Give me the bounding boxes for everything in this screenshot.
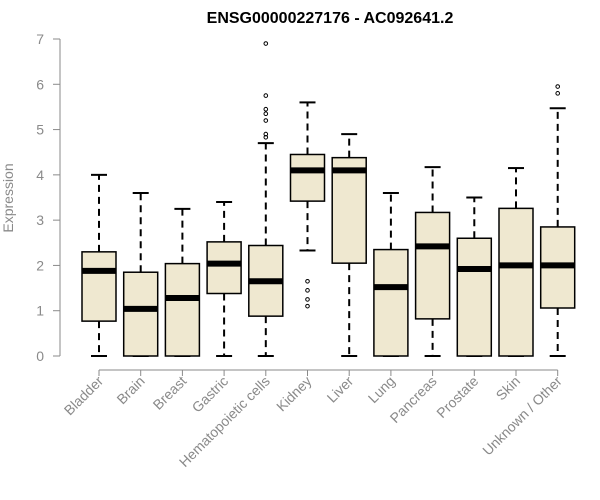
box-brain bbox=[122, 191, 159, 357]
box-lung bbox=[373, 191, 409, 357]
y-axis: 0 1 2 3 4 5 6 7 bbox=[36, 31, 61, 364]
box-prostate bbox=[456, 196, 493, 357]
box-skin bbox=[498, 167, 534, 357]
box-iqr bbox=[414, 211, 451, 320]
x-tick-label: Bladder bbox=[61, 373, 107, 419]
y-axis-label: Expression bbox=[0, 163, 16, 232]
chart-title: ENSG00000227176 - AC092641.2 bbox=[207, 10, 454, 27]
y-tick-label: 1 bbox=[36, 303, 44, 319]
outlier-point bbox=[263, 106, 269, 112]
box-kidney bbox=[289, 101, 326, 309]
x-tick-label: Brain bbox=[113, 373, 147, 407]
box-gastric bbox=[206, 201, 242, 357]
y-tick-label: 5 bbox=[36, 122, 44, 138]
x-tick-label: Skin bbox=[493, 373, 524, 404]
y-tick-label: 6 bbox=[36, 76, 44, 92]
outlier-point bbox=[305, 303, 310, 309]
box-iqr bbox=[164, 262, 201, 357]
box-breast bbox=[164, 207, 201, 357]
outlier-point bbox=[555, 84, 561, 89]
box-iqr bbox=[331, 156, 367, 264]
y-tick-label: 3 bbox=[36, 212, 44, 228]
y-tick-label: 2 bbox=[36, 257, 44, 273]
y-tick-label: 0 bbox=[36, 348, 44, 364]
box-iqr bbox=[289, 153, 326, 202]
box-bladder bbox=[81, 173, 117, 357]
outlier-point bbox=[263, 131, 269, 137]
box-iqr bbox=[122, 271, 159, 357]
box-iqr bbox=[456, 237, 493, 357]
box-hematopoietic-cells bbox=[248, 41, 284, 357]
outlier-point bbox=[305, 297, 310, 302]
outlier-point bbox=[555, 91, 561, 96]
box-unknown-other bbox=[539, 84, 576, 357]
outlier-point bbox=[263, 111, 269, 117]
x-tick-label: Prostate bbox=[433, 373, 481, 421]
outlier-point bbox=[263, 93, 269, 98]
box-iqr bbox=[81, 251, 117, 322]
x-tick-label: Unknown / Other bbox=[479, 373, 565, 459]
x-tick-label: Lung bbox=[365, 373, 398, 406]
box-liver bbox=[331, 133, 367, 357]
outlier-point bbox=[305, 278, 310, 284]
outlier-point bbox=[305, 288, 310, 293]
y-tick-label: 4 bbox=[36, 167, 44, 183]
box-iqr bbox=[498, 207, 534, 357]
box-iqr bbox=[373, 248, 409, 357]
box-iqr bbox=[206, 241, 242, 295]
x-tick-label: Liver bbox=[324, 373, 357, 406]
boxes-layer bbox=[81, 41, 576, 357]
y-tick-label: 7 bbox=[36, 31, 44, 47]
x-tick-label: Kidney bbox=[273, 373, 315, 415]
box-pancreas bbox=[414, 166, 451, 357]
outlier-point bbox=[263, 41, 269, 46]
outlier-point bbox=[263, 118, 269, 123]
x-tick-label: Breast bbox=[150, 373, 190, 413]
